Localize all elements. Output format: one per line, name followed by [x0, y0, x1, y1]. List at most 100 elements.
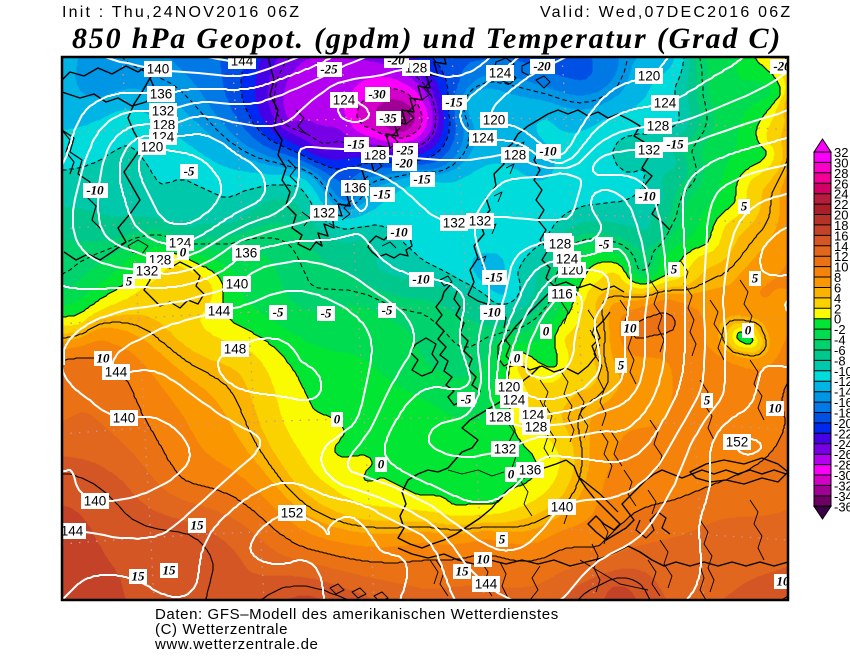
svg-text:26: 26: [834, 176, 848, 191]
svg-text:10: 10: [777, 574, 791, 589]
svg-text:0: 0: [543, 324, 550, 339]
svg-text:136: 136: [235, 246, 258, 261]
svg-text:0: 0: [378, 457, 385, 472]
svg-text:132: 132: [136, 264, 159, 279]
svg-text:152: 152: [726, 435, 749, 450]
svg-text:4: 4: [834, 291, 841, 306]
svg-text:10: 10: [624, 321, 638, 336]
svg-text:2: 2: [834, 301, 841, 316]
svg-text:-15: -15: [413, 172, 431, 187]
svg-text:128: 128: [405, 61, 428, 76]
svg-text:-2: -2: [834, 322, 846, 337]
svg-text:144: 144: [208, 304, 231, 319]
svg-text:-20: -20: [533, 59, 551, 74]
svg-text:120: 120: [483, 113, 506, 128]
svg-text:22: 22: [834, 197, 848, 212]
svg-text:15: 15: [191, 518, 205, 533]
svg-text:14: 14: [834, 239, 848, 254]
svg-text:24: 24: [834, 187, 848, 202]
svg-text:-16: -16: [834, 395, 850, 410]
svg-text:-15: -15: [485, 270, 503, 285]
svg-text:-5: -5: [382, 303, 393, 318]
svg-text:-5: -5: [321, 306, 332, 321]
svg-text:132: 132: [469, 214, 492, 229]
svg-text:15: 15: [163, 563, 177, 578]
svg-text:-22: -22: [834, 426, 850, 441]
svg-text:128: 128: [647, 119, 670, 134]
svg-text:128: 128: [364, 148, 387, 163]
svg-text:124: 124: [333, 93, 356, 108]
svg-text:10: 10: [97, 351, 111, 366]
svg-text:124: 124: [654, 96, 677, 111]
svg-text:120: 120: [141, 140, 164, 155]
svg-text:128: 128: [525, 420, 548, 435]
svg-text:10: 10: [834, 260, 848, 275]
svg-text:-5: -5: [273, 305, 284, 320]
svg-text:0: 0: [834, 312, 841, 327]
svg-text:16: 16: [834, 228, 848, 243]
svg-text:-15: -15: [347, 137, 365, 152]
svg-text:-10: -10: [834, 364, 850, 379]
svg-text:-25: -25: [396, 143, 414, 158]
svg-text:132: 132: [443, 216, 466, 231]
svg-text:5: 5: [671, 262, 678, 277]
svg-text:32: 32: [834, 145, 848, 160]
svg-text:-30: -30: [834, 468, 850, 483]
svg-text:140: 140: [113, 411, 136, 426]
svg-text:-10: -10: [86, 183, 104, 198]
svg-text:-30: -30: [368, 87, 386, 102]
svg-text:5: 5: [752, 271, 759, 286]
svg-text:-15: -15: [666, 137, 684, 152]
svg-text:-15: -15: [373, 187, 391, 202]
svg-text:-8: -8: [834, 353, 846, 368]
svg-text:144: 144: [475, 577, 498, 592]
svg-text:-25: -25: [320, 62, 338, 77]
svg-text:140: 140: [147, 62, 170, 77]
svg-text:116: 116: [551, 287, 573, 302]
svg-text:-20: -20: [834, 416, 850, 431]
svg-text:15: 15: [456, 564, 470, 579]
svg-text:140: 140: [226, 277, 249, 292]
svg-text:5: 5: [618, 358, 625, 373]
svg-text:-5: -5: [184, 164, 195, 179]
svg-text:128: 128: [504, 148, 527, 163]
svg-text:28: 28: [834, 166, 848, 181]
svg-text:15: 15: [132, 569, 146, 584]
svg-text:-4: -4: [834, 333, 846, 348]
svg-text:6: 6: [834, 281, 841, 296]
svg-text:124: 124: [472, 131, 495, 146]
svg-text:-5: -5: [461, 392, 472, 407]
svg-text:136: 136: [150, 87, 173, 102]
svg-text:0: 0: [745, 323, 752, 338]
svg-text:-5: -5: [599, 237, 610, 252]
svg-text:-10: -10: [483, 305, 501, 320]
svg-text:-28: -28: [834, 458, 850, 473]
svg-text:5: 5: [499, 532, 506, 547]
svg-text:-20: -20: [773, 59, 791, 74]
svg-text:-20: -20: [387, 53, 405, 68]
svg-text:5: 5: [126, 274, 133, 289]
svg-text:120: 120: [638, 69, 661, 84]
svg-text:152: 152: [281, 506, 304, 521]
svg-text:-36: -36: [834, 499, 850, 514]
svg-text:128: 128: [489, 410, 512, 425]
svg-text:10: 10: [477, 552, 491, 567]
svg-text:8: 8: [834, 270, 841, 285]
svg-text:136: 136: [344, 181, 367, 196]
svg-text:140: 140: [551, 500, 574, 515]
svg-text:-10: -10: [412, 272, 430, 287]
svg-text:-18: -18: [834, 406, 850, 421]
svg-text:124: 124: [556, 252, 579, 267]
svg-text:-34: -34: [834, 489, 850, 504]
svg-text:144: 144: [105, 365, 128, 380]
svg-text:128: 128: [549, 237, 572, 252]
svg-text:-10: -10: [539, 144, 557, 159]
svg-text:124: 124: [489, 66, 512, 81]
svg-text:-12: -12: [834, 374, 850, 389]
svg-text:0: 0: [334, 412, 341, 427]
svg-text:124: 124: [522, 408, 545, 423]
svg-text:-35: -35: [379, 111, 397, 126]
svg-text:144: 144: [61, 524, 84, 539]
svg-text:144: 144: [231, 54, 254, 69]
svg-text:-15: -15: [445, 95, 463, 110]
